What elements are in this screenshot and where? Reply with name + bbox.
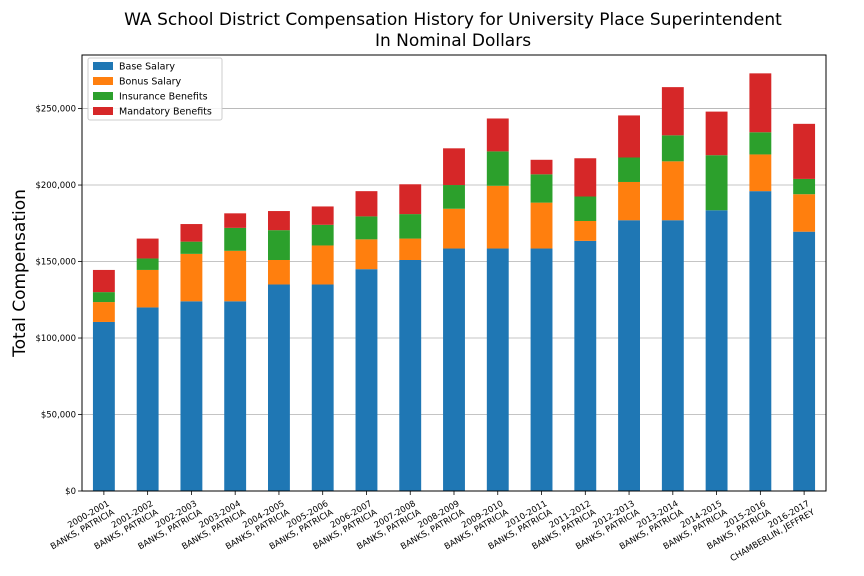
- bar-bonus-salary: [399, 238, 422, 260]
- bar-insurance-benefits: [180, 241, 203, 254]
- bar-bonus-salary: [530, 202, 553, 249]
- bar-insurance-benefits: [92, 292, 115, 303]
- bar-bonus-salary: [749, 154, 772, 192]
- bar-mandatory-benefits: [618, 115, 640, 158]
- bar-bonus-salary: [92, 302, 115, 322]
- bar-insurance-benefits: [355, 216, 378, 240]
- bar-base-salary: [355, 269, 378, 491]
- bar-mandatory-benefits: [443, 148, 465, 186]
- bar-insurance-benefits: [705, 155, 728, 211]
- bar-base-salary: [224, 301, 247, 491]
- bar-mandatory-benefits: [355, 191, 378, 217]
- bar-bonus-salary: [311, 245, 334, 285]
- legend-swatch: [93, 62, 113, 70]
- legend-swatch: [93, 92, 113, 100]
- bar-base-salary: [399, 259, 422, 491]
- bar-bonus-salary: [180, 253, 203, 302]
- bar-insurance-benefits: [661, 135, 684, 162]
- bar-insurance-benefits: [793, 178, 816, 195]
- bar-mandatory-benefits: [399, 184, 422, 215]
- bar-base-salary: [661, 220, 684, 491]
- legend-label: Mandatory Benefits: [119, 107, 212, 118]
- bar-insurance-benefits: [311, 224, 334, 246]
- legend-swatch: [93, 107, 113, 115]
- y-tick-label: $50,000: [41, 411, 76, 421]
- legend-label: Bonus Salary: [119, 77, 182, 88]
- bar-base-salary: [705, 210, 728, 491]
- bar-base-salary: [136, 307, 159, 491]
- y-tick-label: $200,000: [35, 181, 76, 191]
- bar-base-salary: [793, 231, 816, 491]
- legend-box: [87, 57, 223, 121]
- bar-insurance-benefits: [486, 151, 509, 186]
- plot-frame: [81, 54, 827, 492]
- bar-mandatory-benefits: [136, 238, 159, 259]
- bar-insurance-benefits: [530, 174, 553, 203]
- bar-bonus-salary: [574, 220, 597, 241]
- bar-mandatory-benefits: [180, 224, 203, 242]
- bar-base-salary: [618, 220, 640, 491]
- bar-insurance-benefits: [268, 230, 290, 260]
- bar-mandatory-benefits: [705, 111, 728, 156]
- y-tick-label: $150,000: [35, 258, 76, 268]
- bar-base-salary: [92, 321, 115, 491]
- bar-bonus-salary: [443, 208, 465, 249]
- bar-bonus-salary: [224, 250, 247, 302]
- bar-insurance-benefits: [443, 185, 465, 209]
- bar-mandatory-benefits: [486, 118, 509, 152]
- bar-insurance-benefits: [574, 196, 597, 221]
- bar-bonus-salary: [661, 161, 684, 221]
- bar-base-salary: [574, 240, 597, 491]
- legend-label: Insurance Benefits: [119, 92, 208, 103]
- bar-mandatory-benefits: [268, 211, 290, 231]
- bar-bonus-salary: [136, 269, 159, 308]
- bar-bonus-salary: [486, 185, 509, 249]
- bar-bonus-salary: [793, 194, 816, 232]
- bar-insurance-benefits: [136, 258, 159, 270]
- y-tick-label: $100,000: [35, 334, 76, 344]
- bar-base-salary: [530, 248, 553, 491]
- chart-title-line-2: In Nominal Dollars: [375, 31, 531, 51]
- legend-label: Base Salary: [119, 62, 175, 73]
- bar-mandatory-benefits: [530, 159, 553, 175]
- legend: Base Salary Bonus Salary Insurance Benefit…: [87, 57, 223, 121]
- chart-title-line-1: WA School District Compensation History …: [124, 10, 782, 30]
- bar-bonus-salary: [268, 259, 290, 285]
- bar-mandatory-benefits: [92, 269, 115, 293]
- y-axis-label: Total Compensation: [10, 189, 30, 358]
- bar-mandatory-benefits: [574, 158, 597, 197]
- bar-mandatory-benefits: [661, 87, 684, 136]
- bar-mandatory-benefits: [311, 206, 334, 225]
- bar-mandatory-benefits: [224, 213, 247, 228]
- bar-mandatory-benefits: [749, 73, 772, 133]
- bar-insurance-benefits: [749, 132, 772, 155]
- bar-insurance-benefits: [618, 157, 640, 182]
- bar-base-salary: [443, 248, 465, 491]
- bar-base-salary: [311, 284, 334, 491]
- bar-bonus-salary: [355, 239, 378, 270]
- bar-base-salary: [268, 284, 290, 491]
- bar-mandatory-benefits: [793, 123, 816, 179]
- bar-base-salary: [180, 301, 203, 491]
- bar-base-salary: [749, 191, 772, 491]
- bar-bonus-salary: [618, 181, 640, 221]
- bar-base-salary: [486, 248, 509, 491]
- y-tick-label: $0: [65, 487, 76, 497]
- y-tick-label: $250,000: [35, 105, 76, 115]
- bars: [92, 73, 816, 491]
- bar-insurance-benefits: [224, 227, 247, 251]
- y-axis-ticks: $0 $50,000 $100,000 $150,000 $200,000 $250,00…: [35, 105, 82, 497]
- bar-insurance-benefits: [399, 214, 422, 239]
- legend-swatch: [93, 77, 113, 85]
